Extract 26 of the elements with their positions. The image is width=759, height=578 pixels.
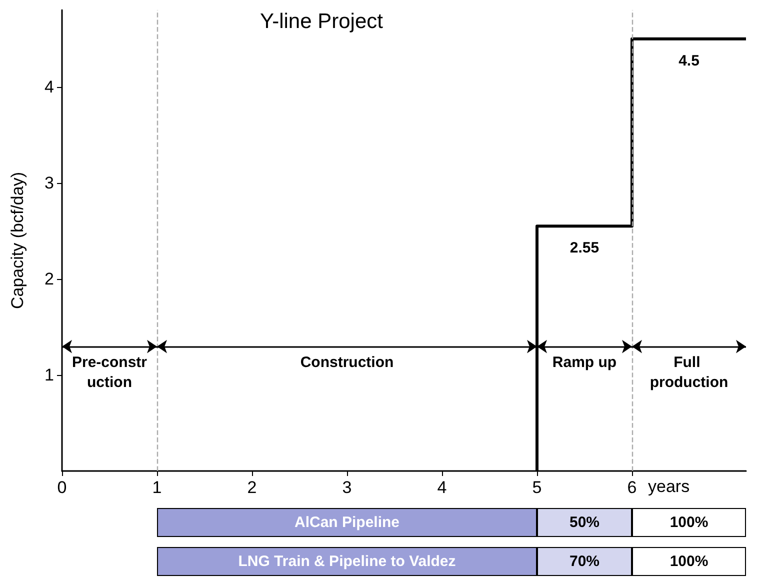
annotation: Ramp up [552,354,617,372]
annotation: Pre-construction [72,354,148,392]
x-tick-label: 3 [342,478,352,497]
x-tick-label: 5 [532,478,542,497]
annotation: 4.5 [678,52,700,70]
chart-title: Y-line Project [260,10,384,33]
y-tick-label: 3 [44,173,54,192]
table-cell: LNG Train & Pipeline to Valdez [157,547,537,576]
y-axis-title: Capacity (bcf/day) [8,172,27,309]
x-tick-label: 4 [437,478,447,497]
table-cell: 100% [632,547,746,576]
table-cell: AlCan Pipeline [157,508,537,537]
table-cell: 100% [632,508,746,537]
y-tick-label: 2 [44,269,54,288]
table-cell: 70% [537,547,632,576]
annotation: Full production [650,354,728,392]
annotation: 2.55 [570,240,600,257]
x-tick-label: 6 [627,478,637,497]
x-axis-title: years [648,477,690,496]
y-tick-label: 4 [44,77,54,96]
x-tick-label: 2 [247,478,257,497]
y-tick-label: 1 [44,365,54,384]
table-cell: 50% [537,508,632,537]
x-tick-label: 0 [57,478,67,497]
x-tick-label: 1 [152,478,162,497]
annotation: Construction [300,354,394,372]
